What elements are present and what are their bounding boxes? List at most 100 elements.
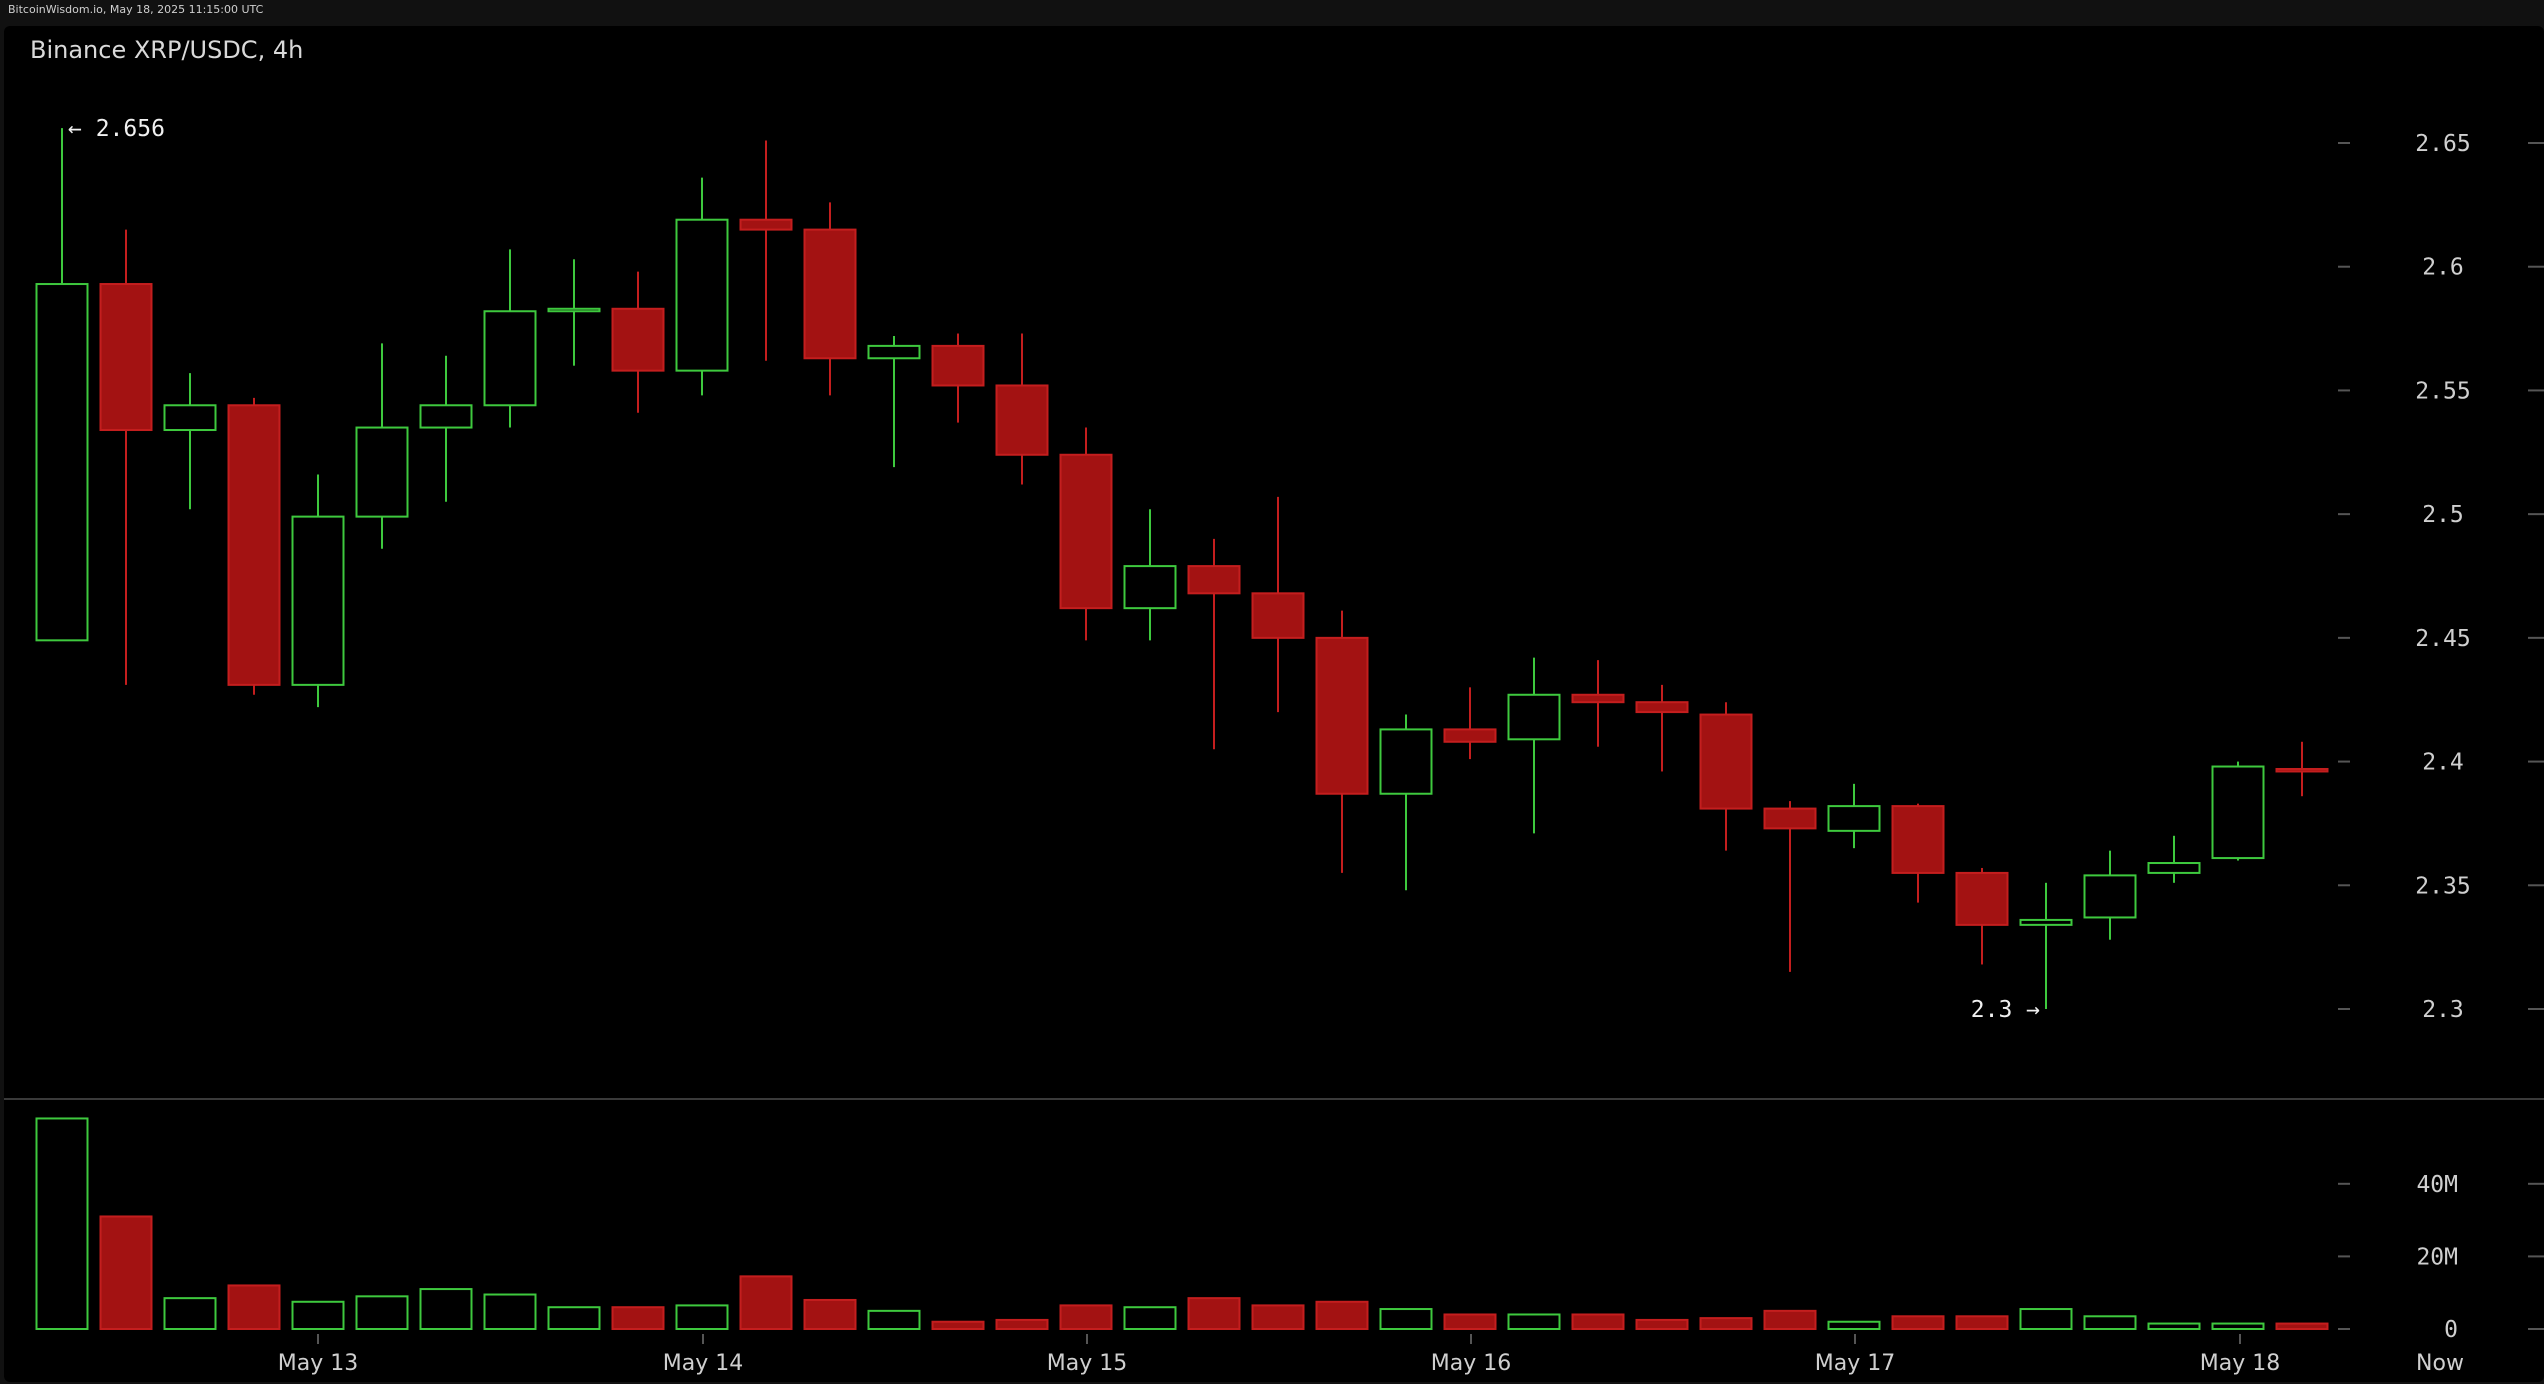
volume-bar-down [1059, 1304, 1113, 1331]
candle-down [227, 404, 281, 686]
volume-bar-down [1251, 1304, 1305, 1331]
candle-up [1379, 728, 1433, 795]
candle-down [1699, 713, 1753, 810]
volume-bar-up [2147, 1322, 2201, 1331]
candle-up [675, 218, 729, 372]
volume-bar-up [1507, 1313, 1561, 1330]
volume-axis: 0 20M 40M [2338, 1172, 2544, 1343]
volume-bar-down [1635, 1318, 1689, 1331]
date-label: May 15 [1047, 1351, 1127, 1376]
date-label: May 14 [663, 1351, 743, 1376]
volume-bar-down [1315, 1300, 1369, 1331]
candle-down [1891, 805, 1945, 874]
volume-bar-up [2019, 1308, 2073, 1331]
price-axis-label: 2.55 [2415, 378, 2470, 404]
candle-up [483, 310, 537, 407]
volume-bar-down [99, 1215, 153, 1330]
date-label: May 17 [1815, 1351, 1895, 1376]
candle-down [1251, 592, 1305, 639]
volume-bar-up [675, 1304, 729, 1331]
candle-down [1443, 728, 1497, 743]
candle-up [1123, 565, 1177, 610]
volume-bar-down [1699, 1317, 1753, 1330]
volume-bar-up [163, 1297, 217, 1331]
volume-axis-label: 20M [2416, 1244, 2458, 1270]
candle-up [1507, 693, 1561, 741]
candle-up [355, 426, 409, 518]
volume-bar-up [547, 1306, 601, 1330]
volume-bar-down [931, 1320, 985, 1330]
volume-bar-up [291, 1300, 345, 1331]
candle-down [1059, 453, 1113, 610]
candle-down [803, 228, 857, 360]
date-label: May 16 [1431, 1351, 1511, 1376]
volume-axis-label: 0 [2444, 1317, 2458, 1343]
date-label: May 13 [278, 1351, 358, 1376]
date-label: May 18 [2200, 1351, 2280, 1376]
candle-up [2147, 862, 2201, 874]
volume-bar-down [1571, 1313, 1625, 1330]
candle-up [2211, 765, 2265, 860]
volume-bar-down [2275, 1322, 2329, 1331]
volume-bar-up [355, 1295, 409, 1330]
volume-bar-down [1955, 1315, 2009, 1331]
candle-down [1763, 807, 1817, 830]
candle-down [99, 283, 153, 432]
date-axis: May 13 May 14 May 15 May 16 May 17 May 18 Now [278, 1334, 2464, 1376]
price-axis-label: 2.35 [2415, 873, 2470, 899]
candle-down [1635, 701, 1689, 714]
price-axis-label: 2.6 [2422, 255, 2464, 281]
candle-up [291, 515, 345, 686]
volume-bar-up [867, 1309, 921, 1330]
volume-bar-down [1763, 1309, 1817, 1330]
volume-bar-up [1827, 1320, 1881, 1330]
candle-down [739, 218, 793, 231]
candle-down [1571, 693, 1625, 704]
candle-down [995, 384, 1049, 456]
volume-bar-down [995, 1318, 1049, 1331]
volume-bar-up [483, 1293, 537, 1331]
candle-down [1187, 565, 1241, 595]
candle-up [35, 283, 89, 642]
candle-up [2083, 874, 2137, 919]
candle-up [2019, 918, 2073, 926]
volume-bar-up [2211, 1322, 2265, 1331]
candles [35, 128, 2329, 1009]
watermark: BitcoinWisdom.io, May 18, 2025 11:15:00 … [8, 3, 264, 16]
candle-down [1955, 871, 2009, 926]
volume-bar-down [739, 1275, 793, 1330]
candle-down [931, 344, 985, 387]
candle-down [611, 307, 665, 372]
candle-down [1315, 636, 1369, 795]
candle-up [163, 404, 217, 432]
volume-bar-up [1379, 1308, 1433, 1331]
price-axis-label: 2.45 [2415, 626, 2470, 652]
volume-bars [35, 1117, 2329, 1331]
annotations: ← 2.656 2.3 → [68, 116, 2040, 1023]
volume-bar-down [1443, 1313, 1497, 1330]
volume-axis-label: 40M [2416, 1172, 2458, 1198]
chart-title: Binance XRP/USDC, 4h [30, 36, 304, 64]
volume-bar-down [227, 1284, 281, 1330]
price-axis-label: 2.4 [2422, 750, 2464, 776]
price-axis-label: 2.5 [2422, 502, 2464, 528]
chart-panel [4, 26, 2544, 1382]
price-axis-label: 2.3 [2422, 997, 2464, 1023]
candle-up [419, 404, 473, 429]
volume-bar-up [35, 1117, 89, 1330]
volume-bar-up [1123, 1306, 1177, 1330]
candle-up [1827, 805, 1881, 832]
now-label: Now [2416, 1351, 2464, 1376]
volume-bar-down [1891, 1315, 1945, 1331]
price-axis-label: 2.65 [2415, 131, 2470, 157]
volume-bar-up [2083, 1315, 2137, 1331]
candle-up [547, 307, 601, 313]
price-axis: 2.3 2.35 2.4 2.45 2.5 2.55 2.6 2.65 [2338, 131, 2544, 1023]
candle-down [2275, 767, 2329, 773]
volume-bar-down [611, 1306, 665, 1330]
volume-bar-up [419, 1288, 473, 1330]
low-annotation: 2.3 → [1971, 997, 2040, 1023]
candle-up [867, 344, 921, 360]
volume-bar-down [1187, 1297, 1241, 1331]
